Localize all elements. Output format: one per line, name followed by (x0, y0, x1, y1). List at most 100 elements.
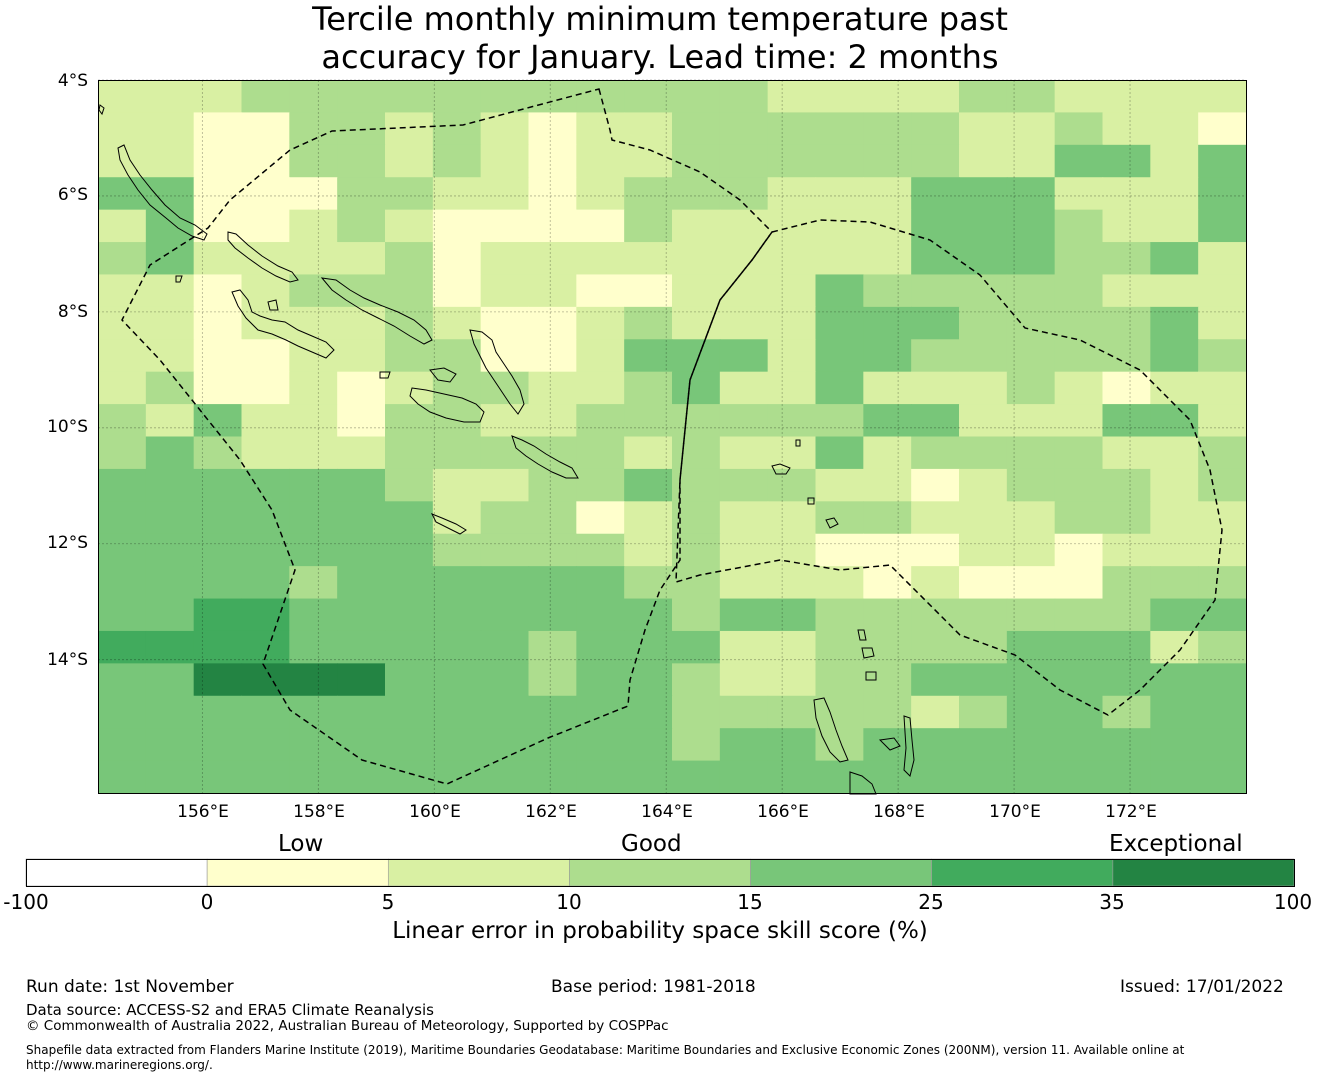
grid-cell (289, 209, 338, 243)
grid-cell (767, 80, 817, 114)
grid-cell (1006, 598, 1056, 632)
grid-cell (193, 80, 243, 114)
grid-cell (959, 468, 1008, 502)
grid-cell (767, 177, 817, 211)
grid-cell (1054, 598, 1104, 632)
grid-cell (624, 533, 673, 567)
grid-cell (863, 177, 912, 211)
grid-cell (959, 274, 1008, 308)
grid-cell (289, 371, 338, 405)
grid-cell (576, 760, 625, 794)
colorbar-block (387, 858, 570, 887)
grid-cell (911, 306, 960, 340)
grid-cell (1054, 209, 1104, 243)
grid-cell (624, 436, 673, 470)
grid-cell (1150, 728, 1199, 762)
grid-cell (337, 695, 386, 729)
grid-cell (1054, 404, 1104, 438)
grid-cell (98, 728, 147, 762)
cb-tick-35: 35 (1099, 890, 1125, 914)
grid-cell (337, 242, 386, 276)
grid-cell (576, 630, 625, 664)
grid-cell (528, 209, 577, 243)
malekula-island (849, 771, 877, 795)
grid-cell (432, 306, 482, 340)
grid-cell (1054, 306, 1104, 340)
grid-cell (1198, 177, 1247, 211)
grid-cell (1102, 436, 1151, 470)
grid-cell (289, 436, 338, 470)
bougainville-island (117, 144, 208, 241)
grid-cell (1006, 468, 1056, 502)
grid-cell (815, 177, 864, 211)
grid-cell (289, 760, 338, 794)
grid-cell (624, 598, 673, 632)
grid-cell (241, 371, 290, 405)
grid-cell (576, 371, 625, 405)
grid-cell (863, 144, 912, 178)
grid-cell (385, 598, 434, 632)
grid-cell (959, 566, 1008, 600)
grid-cell (98, 371, 147, 405)
grid-cell (432, 144, 482, 178)
grid-cell (1150, 598, 1199, 632)
grid-cell (1150, 566, 1199, 600)
grid-cell (480, 663, 530, 697)
grid-cell (1006, 501, 1056, 535)
grid-cell (959, 404, 1008, 438)
grid-cell (145, 404, 195, 438)
grid-cell (1006, 436, 1056, 470)
solomon-islands-eez (121, 88, 773, 785)
grid-cell (863, 339, 912, 373)
grid-cell (1102, 468, 1151, 502)
grid-cell (672, 728, 721, 762)
skill-grid (98, 80, 1247, 794)
grid-cell (98, 598, 147, 632)
grid-cell (289, 177, 338, 211)
grid-cell (863, 501, 912, 535)
grid-cell (528, 468, 577, 502)
grid-cell (480, 80, 530, 114)
grid-cell (528, 695, 577, 729)
grid-cell (672, 695, 721, 729)
grid-cell (719, 112, 769, 146)
grid-cell (672, 598, 721, 632)
grid-cell (672, 339, 721, 373)
grid-cell (480, 760, 530, 794)
grid-cell (98, 112, 147, 146)
cb-tick-15: 15 (737, 890, 763, 914)
grid-cell (1150, 306, 1199, 340)
grid-cell (145, 501, 195, 535)
grid-cell (767, 598, 817, 632)
grid-cell (1006, 274, 1056, 308)
grid-cell (528, 112, 577, 146)
grid-cell (1006, 760, 1056, 794)
grid-cell (911, 760, 960, 794)
grid-cell (719, 177, 769, 211)
grid-cell (289, 695, 338, 729)
grid-cell (480, 501, 530, 535)
grid-cell (98, 339, 147, 373)
grid-cell (432, 209, 482, 243)
grid-cell (1198, 695, 1247, 729)
grid-cell (1150, 663, 1199, 697)
grid-cell (337, 533, 386, 567)
grid-cell (576, 598, 625, 632)
grid-cell (911, 177, 960, 211)
grid-cell (672, 663, 721, 697)
grid-cell (815, 112, 864, 146)
grid-cell (719, 501, 769, 535)
grid-cell (193, 695, 243, 729)
grid-cell (480, 339, 530, 373)
grid-cell (1102, 371, 1151, 405)
lon-label-160e: 160°E (409, 802, 461, 822)
grid-cell (1150, 533, 1199, 567)
grid-cell (480, 144, 530, 178)
grid-cell (385, 501, 434, 535)
grid-cell (385, 436, 434, 470)
grid-cell (1006, 533, 1056, 567)
grid-cell (385, 144, 434, 178)
map-frame (98, 80, 1247, 794)
lon-label-162e: 162°E (525, 802, 577, 822)
grid-cell (911, 695, 960, 729)
